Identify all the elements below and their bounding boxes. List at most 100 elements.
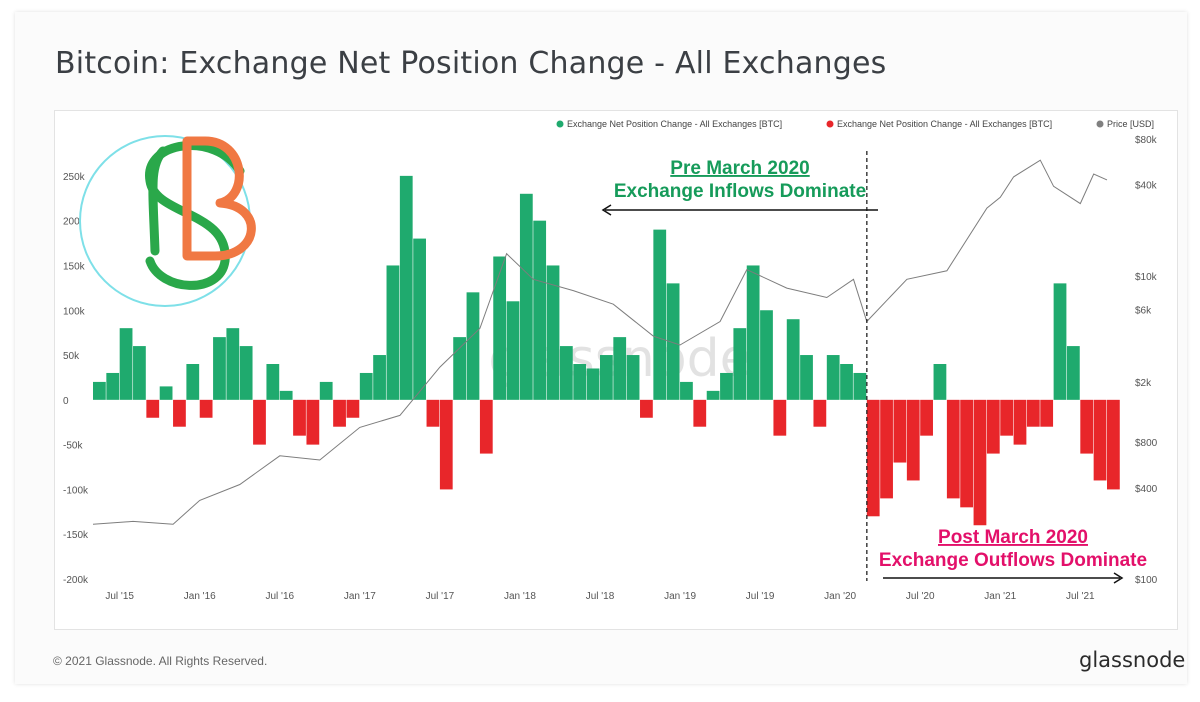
outflow-bar <box>479 399 493 454</box>
inflow-bar <box>386 265 400 400</box>
inflow-bar <box>613 337 627 400</box>
copyright: © 2021 Glassnode. All Rights Reserved. <box>53 654 268 668</box>
inflow-bar <box>680 381 693 400</box>
inflow-bar <box>466 292 480 400</box>
outflow-bar <box>1013 399 1027 445</box>
outflow-bar <box>693 399 707 427</box>
inflow-bar <box>533 220 547 400</box>
y-right-tick-label: $10k <box>1135 272 1158 283</box>
y-right-tick-label: $400 <box>1135 484 1158 495</box>
outflow-bar <box>1093 399 1107 481</box>
inflow-bar <box>279 390 293 400</box>
inflow-bar <box>573 364 587 400</box>
y-left-tick-label: 50k <box>63 351 80 362</box>
y-right-tick-label: $100 <box>1135 575 1158 586</box>
chart-card: Bitcoin: Exchange Net Position Change - … <box>15 12 1187 684</box>
x-tick-label: Jul '19 <box>746 591 775 602</box>
inflow-bar <box>786 319 800 400</box>
outflow-bar <box>1040 399 1054 427</box>
inflow-bar <box>653 229 667 400</box>
x-tick-label: Jan '18 <box>504 591 536 602</box>
y-right-tick-label: $6k <box>1135 305 1152 316</box>
outflow-bar <box>146 399 160 418</box>
inflow-bar <box>373 355 386 400</box>
inflow-bar <box>493 256 507 400</box>
outflow-bar <box>1026 399 1040 427</box>
arrow-right <box>883 572 1124 584</box>
inflow-bar <box>826 355 840 400</box>
inflow-bar <box>453 337 467 400</box>
y-left-tick-label: 250k <box>63 172 86 183</box>
outflow-bar <box>1080 399 1094 454</box>
x-tick-label: Jan '17 <box>344 591 376 602</box>
y-left-tick-label: 100k <box>63 306 86 317</box>
inflow-bar <box>853 372 867 400</box>
annotation-pre-title: Pre March 2020 <box>670 158 809 179</box>
x-tick-label: Jan '21 <box>984 591 1016 602</box>
inflow-bar <box>1066 346 1080 400</box>
x-tick-label: Jul '15 <box>105 591 134 602</box>
legend-label: Exchange Net Position Change - All Excha… <box>837 119 1052 129</box>
outflow-bar <box>773 399 787 436</box>
y-left-tick-label: -50k <box>63 441 83 452</box>
outflow-bar <box>946 399 960 499</box>
inflow-bar <box>159 386 173 400</box>
inflow-bar <box>746 265 760 400</box>
outflow-bar <box>893 399 907 463</box>
outflow-bar <box>253 399 266 445</box>
inflow-bar <box>626 355 640 400</box>
inflow-bar <box>519 193 533 400</box>
brand-logo-text: glassnode <box>1079 648 1186 672</box>
x-tick-label: Jul '17 <box>426 591 455 602</box>
x-tick-label: Jul '18 <box>586 591 615 602</box>
inflow-bar <box>559 346 573 400</box>
inflow-bar <box>1053 283 1067 400</box>
inflow-bar <box>599 355 613 400</box>
outflow-bar <box>973 399 987 526</box>
outflow-bar <box>333 399 346 427</box>
annotation-post-subtitle: Exchange Outflows Dominate <box>879 550 1147 571</box>
outflow-bar <box>986 399 1000 454</box>
legend-label: Exchange Net Position Change - All Excha… <box>567 119 782 129</box>
outflow-bar <box>920 399 933 436</box>
outflow-bar <box>426 399 440 427</box>
inflow-bar <box>506 301 520 400</box>
chart-svg: glassnode 250k200k150k100k50k0-50k-100k-… <box>63 119 1158 602</box>
x-tick-label: Jul '16 <box>265 591 294 602</box>
inflow-bar <box>133 346 146 400</box>
outflow-bar <box>1000 399 1014 436</box>
inflow-bar <box>413 238 426 400</box>
inflow-bar <box>239 346 253 400</box>
sb-logo: SB <box>79 135 256 307</box>
inflow-bar <box>93 381 106 400</box>
y-left-tick-label: 200k <box>63 217 86 228</box>
y-left-tick-label: -150k <box>63 530 89 541</box>
inflow-bar <box>760 310 773 400</box>
outflow-bar <box>199 399 213 418</box>
outflow-bar <box>906 399 920 481</box>
chart-frame: glassnode 250k200k150k100k50k0-50k-100k-… <box>54 110 1178 630</box>
y-left-tick-label: -200k <box>63 575 89 586</box>
x-tick-label: Jan '19 <box>664 591 696 602</box>
inflow-bar <box>706 390 720 400</box>
outflow-bar <box>640 399 653 418</box>
inflow-bar <box>266 364 280 400</box>
inflow-bar <box>186 364 200 400</box>
inflow-bar <box>800 355 813 400</box>
legend-marker <box>1096 120 1104 128</box>
inflow-bar <box>226 328 240 400</box>
outflow-bar <box>439 399 453 490</box>
inflow-bar <box>106 372 120 400</box>
inflow-bar <box>319 381 333 400</box>
inflow-bar <box>399 175 413 400</box>
y-left-tick-label: -100k <box>63 485 89 496</box>
y-right-tick-label: $800 <box>1135 438 1158 449</box>
inflow-bar <box>933 364 947 400</box>
x-tick-label: Jul '20 <box>906 591 935 602</box>
legend-marker <box>556 120 564 128</box>
annotation-pre-subtitle: Exchange Inflows Dominate <box>614 181 866 202</box>
outflow-bar <box>880 399 893 499</box>
outflow-bar <box>173 399 186 427</box>
outflow-bar <box>960 399 974 508</box>
price-line <box>92 159 1108 525</box>
